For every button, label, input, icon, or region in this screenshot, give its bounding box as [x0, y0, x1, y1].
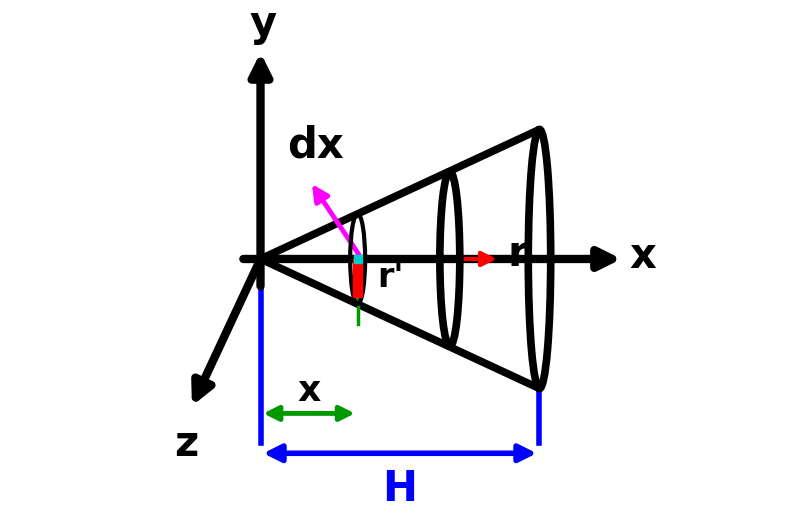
Text: y: y: [250, 3, 277, 45]
Text: x: x: [298, 374, 321, 409]
Text: dx: dx: [287, 125, 344, 167]
Bar: [354, 255, 362, 263]
Text: r: r: [507, 233, 528, 275]
Text: r': r': [378, 260, 404, 294]
Bar: [353, 259, 362, 297]
Text: x: x: [629, 235, 656, 278]
Text: z: z: [174, 423, 198, 465]
Text: H: H: [382, 468, 418, 510]
